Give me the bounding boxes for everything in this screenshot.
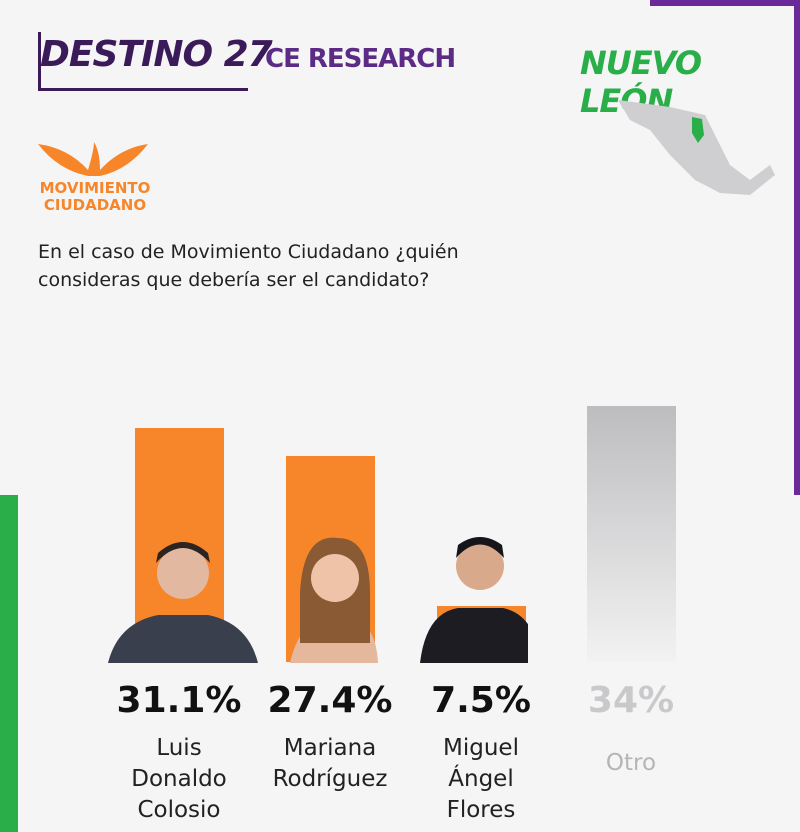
party-logo (38, 142, 148, 176)
value-label: 7.5% (431, 680, 531, 721)
map (618, 100, 775, 195)
frame (794, 0, 800, 495)
value-label: 31.1% (116, 680, 242, 721)
chart-title: En el caso de Movimiento Ciudadano ¿quié… (38, 241, 459, 291)
category-label: Otro (605, 750, 657, 776)
category-label: Miguel Ángel Flores (443, 735, 519, 823)
category-label: Mariana Rodríguez (272, 735, 388, 792)
frame (38, 32, 41, 90)
bar (586, 406, 676, 662)
frame (0, 495, 18, 832)
party-name: MOVIMIENTO CIUDADANO (39, 179, 151, 214)
value-label: 34% (587, 680, 675, 721)
partner: CE RESEARCH (265, 44, 456, 74)
frame (38, 88, 248, 91)
category-label: Luis Donaldo Colosio (131, 735, 227, 823)
photos (108, 537, 528, 663)
frame (650, 0, 800, 6)
value-label: 27.4% (267, 680, 393, 721)
brand: DESTINO 27 (40, 34, 273, 75)
